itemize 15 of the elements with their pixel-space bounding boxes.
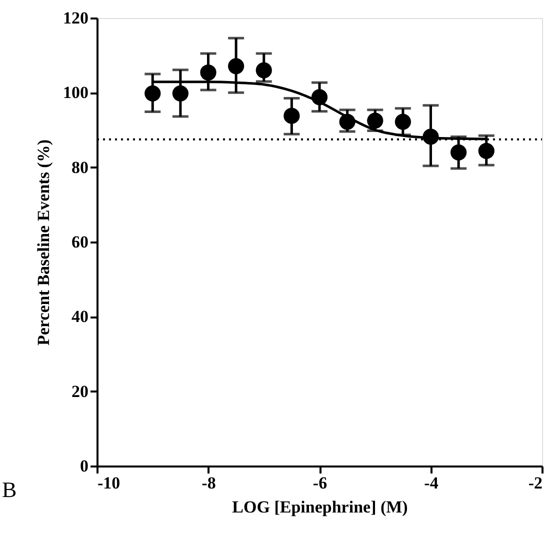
text: B [2, 477, 17, 502]
y-tick-label: 120 [63, 8, 88, 28]
x-tick-label: -8 [202, 474, 216, 492]
x-tick-label: -2 [528, 474, 542, 492]
y-tick-label: 80 [72, 158, 88, 177]
y-tick-label: 100 [63, 83, 88, 102]
x-axis-title: LOG [Epinephrine] (M) [232, 498, 408, 516]
y-axis-title: Percent Baseline Events (%) [34, 139, 53, 346]
y-tick-label: 0 [80, 456, 88, 476]
y-tick-label: 60 [72, 232, 88, 252]
x-tick-label: -6 [312, 474, 328, 492]
x-tick-label: -10 [98, 474, 120, 492]
y-tick-label: 40 [72, 307, 88, 326]
x-tick-label: -4 [424, 474, 439, 492]
y-tick-label: 20 [72, 382, 88, 401]
